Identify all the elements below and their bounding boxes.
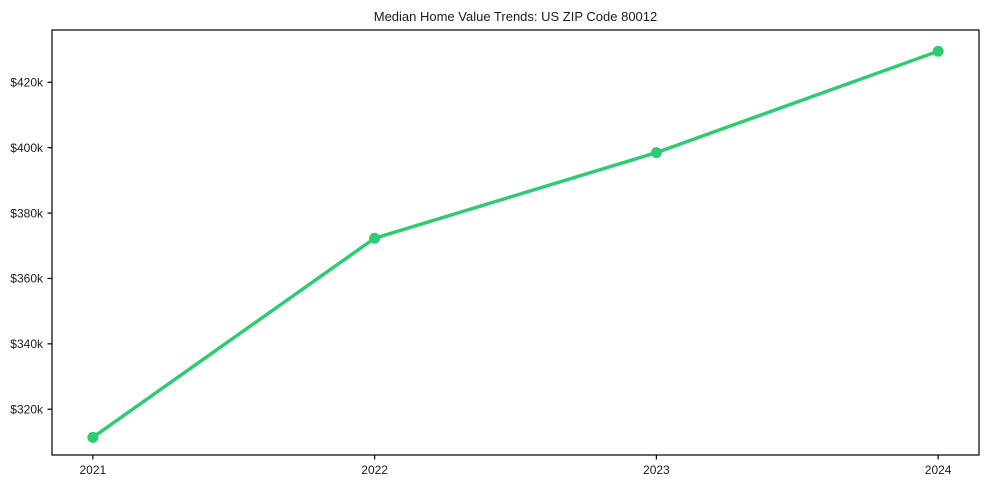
data-point-marker bbox=[650, 147, 662, 159]
x-tick-label: 2023 bbox=[643, 463, 670, 477]
y-tick-label: $380k bbox=[10, 206, 44, 220]
data-point-marker bbox=[932, 45, 944, 57]
chart-title: Median Home Value Trends: US ZIP Code 80… bbox=[373, 9, 658, 24]
x-tick-label: 2021 bbox=[80, 463, 107, 477]
x-tick-label: 2022 bbox=[361, 463, 388, 477]
data-point-marker bbox=[87, 431, 99, 443]
plot-area-border bbox=[51, 29, 980, 456]
trend-line bbox=[91, 49, 940, 440]
y-tick-label: $400k bbox=[10, 141, 44, 155]
data-point-marker bbox=[369, 232, 381, 244]
x-tick-label: 2024 bbox=[925, 463, 952, 477]
y-tick-label: $340k bbox=[10, 337, 44, 351]
y-tick-label: $360k bbox=[10, 272, 44, 286]
y-tick-label: $320k bbox=[10, 402, 44, 416]
y-tick-label: $420k bbox=[10, 76, 44, 90]
